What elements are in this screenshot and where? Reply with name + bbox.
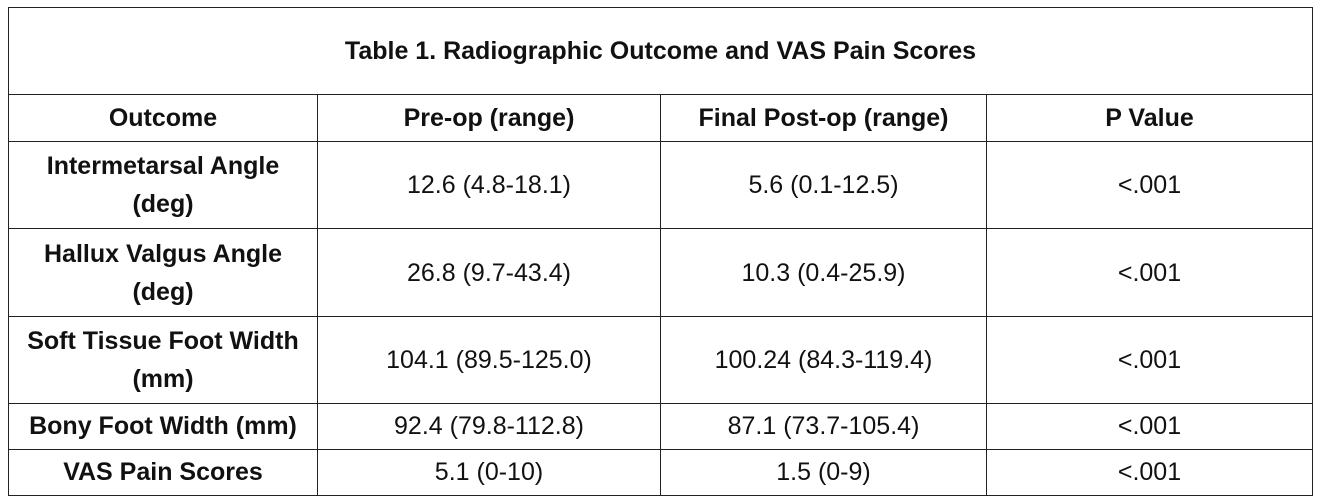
table-row: Intermetarsal Angle (deg) 12.6 (4.8-18.1…: [8, 141, 1313, 230]
postop-value: 100.24 (84.3-119.4): [660, 315, 987, 404]
outcome-cell: Intermetarsal Angle (deg): [8, 141, 318, 230]
postop-value: 1.5 (0-9): [660, 448, 987, 497]
p-value: <.001: [986, 228, 1313, 317]
results-table-container: Table 1. Radiographic Outcome and VAS Pa…: [8, 6, 1313, 497]
table-row: Bony Foot Width (mm) 92.4 (79.8-112.8) 8…: [8, 402, 1313, 450]
p-value: <.001: [986, 315, 1313, 404]
outcome-unit: (deg): [132, 277, 194, 306]
column-header-p-value: P Value: [986, 94, 1313, 143]
column-header-outcome: Outcome: [8, 94, 318, 143]
outcome-label: Hallux Valgus Angle: [43, 239, 283, 268]
table-row: Soft Tissue Foot Width (mm) 104.1 (89.5-…: [8, 315, 1313, 404]
postop-value: 10.3 (0.4-25.9): [660, 228, 987, 317]
table-title: Table 1. Radiographic Outcome and VAS Pa…: [8, 6, 1313, 96]
table-row: Hallux Valgus Angle (deg) 26.8 (9.7-43.4…: [8, 228, 1313, 317]
preop-value: 92.4 (79.8-112.8): [317, 402, 661, 450]
postop-value: 5.6 (0.1-12.5): [660, 141, 987, 230]
p-value: <.001: [986, 141, 1313, 230]
outcome-cell: Soft Tissue Foot Width (mm): [8, 315, 318, 404]
results-table: Table 1. Radiographic Outcome and VAS Pa…: [8, 6, 1313, 497]
postop-value: 87.1 (73.7-105.4): [660, 402, 987, 450]
preop-value: 104.1 (89.5-125.0): [317, 315, 661, 404]
preop-value: 5.1 (0-10): [317, 448, 661, 497]
preop-value: 12.6 (4.8-18.1): [317, 141, 661, 230]
preop-value: 26.8 (9.7-43.4): [317, 228, 661, 317]
column-header-preop: Pre-op (range): [317, 94, 661, 143]
outcome-cell: Hallux Valgus Angle (deg): [8, 228, 318, 317]
outcome-label: Intermetarsal Angle: [46, 152, 280, 181]
column-header-postop: Final Post-op (range): [660, 94, 987, 143]
outcome-label: Bony Foot Width (mm): [8, 402, 318, 450]
table-header-row: Outcome Pre-op (range) Final Post-op (ra…: [8, 94, 1313, 143]
table-row: VAS Pain Scores 5.1 (0-10) 1.5 (0-9) <.0…: [8, 448, 1313, 497]
table-title-row: Table 1. Radiographic Outcome and VAS Pa…: [8, 6, 1313, 96]
outcome-label: Soft Tissue Foot Width: [27, 326, 299, 355]
outcome-label: VAS Pain Scores: [8, 448, 318, 497]
p-value: <.001: [986, 402, 1313, 450]
outcome-unit: (deg): [132, 190, 194, 219]
p-value: <.001: [986, 448, 1313, 497]
outcome-unit: (mm): [132, 364, 194, 393]
